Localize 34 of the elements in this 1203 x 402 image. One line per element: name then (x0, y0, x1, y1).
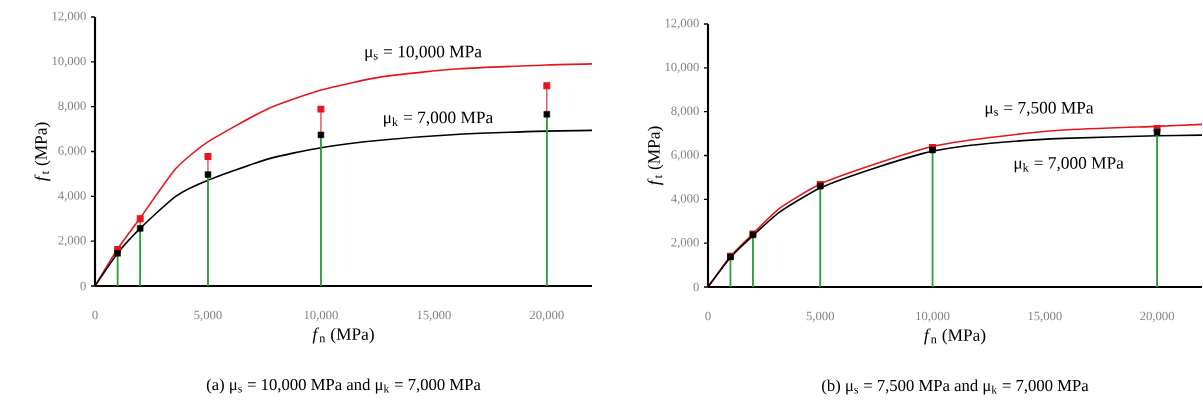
y-tick-label: 2,000 (671, 237, 699, 249)
y-tick-label: 12,000 (52, 11, 86, 23)
y-tick-label: 6,000 (58, 146, 86, 157)
x-tick-label: 20,000 (1140, 311, 1175, 323)
x-tick-label: 20,000 (529, 310, 564, 322)
y-axis-title: f$_{t}$ (MPa) (34, 122, 51, 182)
x-tick-label: 0 (92, 310, 98, 320)
x-tick-label: 10,000 (916, 311, 950, 323)
y-tick-label: 4,000 (671, 194, 699, 205)
text: (a) μ$_{s}$ = 10,000 MPa and μ$_{k}$ = 7,000 MPa (206, 378, 481, 394)
annotation: μ$_{k}$ = 7,000 MPa (1014, 157, 1124, 173)
x-tick-label: 0 (705, 311, 711, 321)
y-tick-label: 0 (693, 282, 699, 292)
y-tick-label: 10,000 (52, 56, 86, 68)
y-tick-label: 8,000 (58, 101, 86, 112)
annotation: μ$_{s}$ = 7,500 MPa (985, 101, 1094, 118)
text: (b) μ$_{s}$ = 7,500 MPa and μ$_{k}$ = 7,000 MPa (822, 379, 1089, 395)
x-axis-title: f$_{n}$ (MPa) (924, 328, 986, 345)
y-tick-label: 6,000 (671, 150, 699, 161)
x-tick-label: 10,000 (304, 310, 338, 322)
x-axis-title: f$_{n}$ (MPa) (312, 327, 374, 344)
x-tick-label: 5,000 (194, 310, 222, 322)
y-tick-label: 10,000 (665, 62, 699, 74)
y-tick-label: 0 (80, 281, 86, 291)
y-axis-title: f$_{t}$ (MPa) (647, 126, 664, 186)
y-tick-label: 8,000 (671, 106, 699, 117)
y-tick-label: 4,000 (58, 191, 86, 202)
y-tick-label: 12,000 (665, 18, 699, 30)
x-tick-label: 5,000 (806, 311, 835, 323)
annotation: μ$_{k}$ = 7,000 MPa (384, 111, 493, 127)
x-tick-label: 15,000 (417, 310, 451, 322)
y-tick-label: 2,000 (58, 235, 86, 247)
x-tick-label: 15,000 (1028, 311, 1062, 323)
annotation: μ$_{s}$ = 10,000 MPa (365, 45, 482, 61)
